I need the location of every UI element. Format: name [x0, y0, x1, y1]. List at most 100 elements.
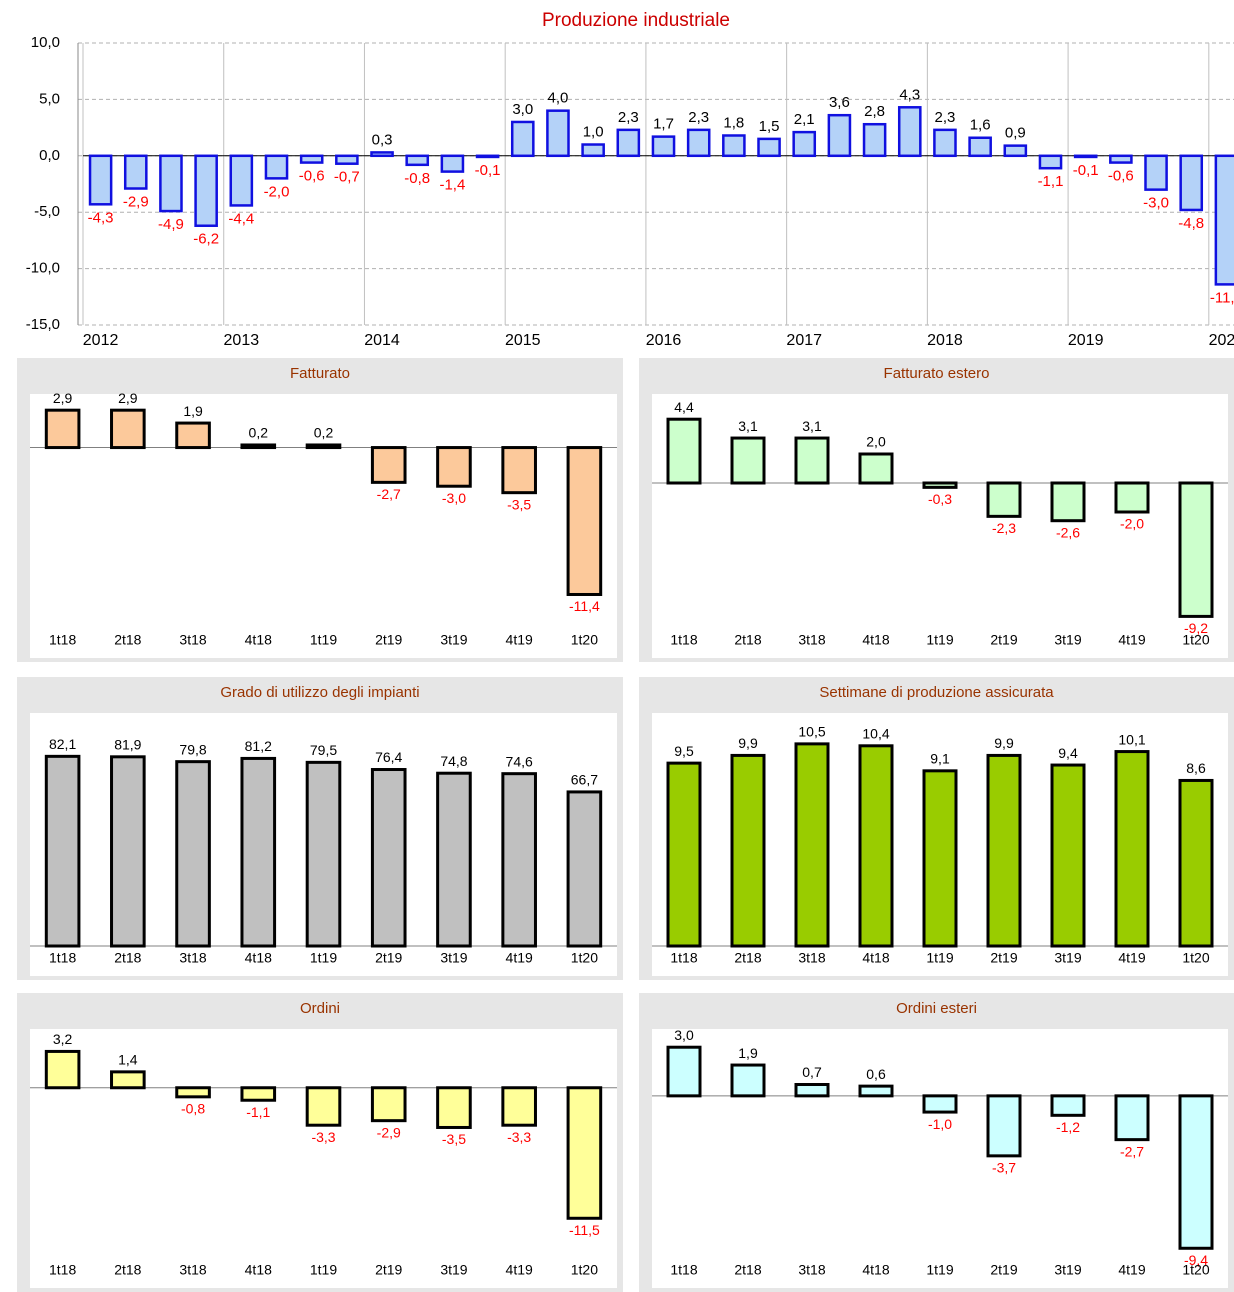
bar [501, 1086, 537, 1127]
x-tick-label: 2015 [505, 332, 541, 349]
data-label: 9,9 [738, 735, 758, 751]
x-tick-label: 2t19 [990, 950, 1017, 966]
x-tick-label: 1t20 [571, 950, 598, 966]
bar [566, 446, 603, 596]
x-tick-label: 1t18 [670, 1262, 697, 1278]
bar [44, 1049, 81, 1090]
chart-title: Ordini [300, 1000, 340, 1017]
bar [123, 154, 148, 190]
data-label: 3,0 [512, 101, 533, 118]
x-tick-label: 4t19 [506, 950, 533, 966]
x-tick-label: 2017 [786, 332, 822, 349]
x-tick-label: 4t18 [245, 632, 272, 648]
bar [722, 134, 746, 158]
bar [305, 443, 342, 450]
bar [335, 154, 359, 165]
bar [305, 760, 342, 948]
x-tick-label: 2019 [1068, 332, 1104, 349]
bar [566, 1086, 603, 1220]
data-label: 0,2 [249, 425, 269, 441]
chart-title: Fatturato estero [884, 365, 990, 382]
bar [405, 154, 430, 167]
bar [581, 143, 605, 158]
data-label: -4,8 [1178, 215, 1204, 232]
data-label: -1,1 [246, 1104, 270, 1120]
x-tick-label: 1t19 [926, 632, 953, 648]
data-label: 3,2 [53, 1031, 73, 1047]
data-label: 0,6 [866, 1066, 886, 1082]
x-tick-label: 1t19 [310, 632, 337, 648]
x-tick-label: 1t19 [310, 1262, 337, 1278]
x-tick-label: 1t19 [926, 1262, 953, 1278]
data-label: 2,9 [118, 390, 138, 406]
x-tick-label: 3t19 [440, 950, 467, 966]
bar [986, 481, 1022, 518]
data-label: 4,4 [674, 399, 694, 415]
bar [986, 1094, 1022, 1158]
y-tick-label: -15,0 [26, 316, 60, 333]
data-label: 9,9 [994, 735, 1014, 751]
x-tick-label: 1t20 [571, 632, 598, 648]
data-label: 0,7 [802, 1064, 822, 1080]
x-tick-label: 2t18 [734, 1262, 761, 1278]
data-label: 8,6 [1186, 760, 1206, 776]
bar [858, 452, 894, 485]
data-label: 3,1 [738, 418, 758, 434]
x-tick-label: 2t18 [114, 1262, 141, 1278]
x-tick-label: 2016 [646, 332, 682, 349]
data-label: -0,8 [181, 1101, 205, 1117]
bar [240, 1086, 277, 1102]
data-label: -1,1 [1038, 173, 1064, 190]
data-label: 10,4 [862, 726, 889, 742]
bar [436, 771, 472, 948]
bar [933, 128, 957, 158]
bar [501, 446, 537, 495]
bar [858, 1084, 894, 1098]
data-label: 3,0 [674, 1027, 694, 1043]
data-label: -2,9 [123, 193, 149, 210]
data-label: -2,6 [1056, 524, 1080, 540]
data-label: -3,5 [442, 1131, 466, 1147]
bar [1178, 778, 1214, 948]
x-tick-label: 1t20 [1182, 950, 1209, 966]
x-tick-label: 2t18 [114, 950, 141, 966]
data-label: 0,2 [314, 425, 334, 441]
bar [651, 135, 676, 158]
x-tick-label: 2020 [1209, 332, 1234, 349]
bar [666, 761, 702, 948]
x-tick-label: 1t20 [1182, 632, 1209, 648]
bar [240, 443, 277, 450]
data-label: -1,0 [928, 1116, 952, 1132]
bar [370, 446, 407, 484]
x-tick-label: 4t18 [245, 950, 272, 966]
x-tick-label: 2018 [927, 332, 963, 349]
bar [730, 1063, 766, 1098]
bar [110, 755, 146, 948]
x-tick-label: 3t18 [798, 1262, 825, 1278]
data-label: -0,6 [299, 168, 325, 185]
bar [897, 106, 922, 158]
x-tick-label: 1t20 [571, 1262, 598, 1278]
data-label: 2,3 [618, 109, 639, 126]
bar [922, 481, 958, 489]
data-label: -4,3 [88, 209, 114, 226]
data-label: 79,8 [179, 741, 206, 757]
x-tick-label: 4t19 [506, 1262, 533, 1278]
x-tick-label: 3t18 [179, 632, 206, 648]
x-tick-label: 1t19 [926, 950, 953, 966]
x-tick-label: 1t18 [49, 950, 76, 966]
x-tick-label: 1t18 [670, 950, 697, 966]
bar [686, 128, 711, 158]
bar [440, 154, 465, 173]
data-label: 0,3 [372, 131, 393, 148]
bar [194, 154, 218, 227]
bar [794, 742, 830, 948]
data-label: 1,6 [970, 117, 991, 134]
x-tick-label: 2014 [364, 332, 400, 349]
x-tick-label: 3t18 [179, 1262, 206, 1278]
x-tick-label: 1t18 [49, 632, 76, 648]
data-label: 1,9 [183, 403, 203, 419]
data-label: -0,1 [1073, 162, 1099, 179]
x-tick-label: 3t19 [1054, 632, 1081, 648]
